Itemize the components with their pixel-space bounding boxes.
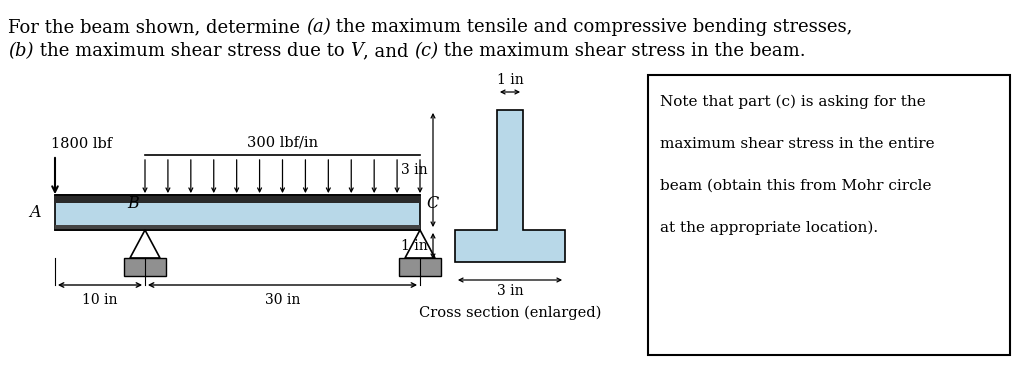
Text: Note that part (c) is asking for the: Note that part (c) is asking for the bbox=[660, 95, 926, 109]
Text: 1800 lbf: 1800 lbf bbox=[51, 137, 112, 151]
Text: A: A bbox=[30, 204, 41, 221]
Polygon shape bbox=[55, 195, 420, 230]
Polygon shape bbox=[124, 258, 166, 276]
Text: at the appropriate location).: at the appropriate location). bbox=[660, 221, 879, 235]
Text: the maximum shear stress in the beam.: the maximum shear stress in the beam. bbox=[438, 42, 806, 60]
Text: 3 in: 3 in bbox=[497, 284, 523, 298]
Polygon shape bbox=[648, 75, 1010, 355]
Text: 3 in: 3 in bbox=[401, 163, 428, 177]
Text: the maximum shear stress due to: the maximum shear stress due to bbox=[34, 42, 350, 60]
Text: maximum shear stress in the entire: maximum shear stress in the entire bbox=[660, 137, 935, 151]
Polygon shape bbox=[55, 195, 420, 203]
Text: 10 in: 10 in bbox=[82, 293, 118, 307]
Text: 300 lbf/in: 300 lbf/in bbox=[247, 135, 318, 149]
Text: , and: , and bbox=[362, 42, 414, 60]
Text: B: B bbox=[127, 194, 139, 212]
Text: V: V bbox=[350, 42, 362, 60]
Text: 1 in: 1 in bbox=[497, 73, 523, 87]
Polygon shape bbox=[399, 258, 441, 276]
Text: C: C bbox=[426, 194, 438, 212]
Text: For the beam shown, determine: For the beam shown, determine bbox=[8, 18, 306, 36]
Text: (a): (a) bbox=[306, 18, 331, 36]
Text: 30 in: 30 in bbox=[265, 293, 300, 307]
Text: 1 in: 1 in bbox=[401, 239, 428, 253]
Text: beam (obtain this from Mohr circle: beam (obtain this from Mohr circle bbox=[660, 179, 932, 193]
Polygon shape bbox=[455, 110, 565, 262]
Polygon shape bbox=[55, 225, 420, 230]
Text: Cross section (enlarged): Cross section (enlarged) bbox=[419, 306, 601, 321]
Text: (c): (c) bbox=[414, 42, 438, 60]
Text: (b): (b) bbox=[8, 42, 34, 60]
Text: the maximum tensile and compressive bending stresses,: the maximum tensile and compressive bend… bbox=[331, 18, 853, 36]
